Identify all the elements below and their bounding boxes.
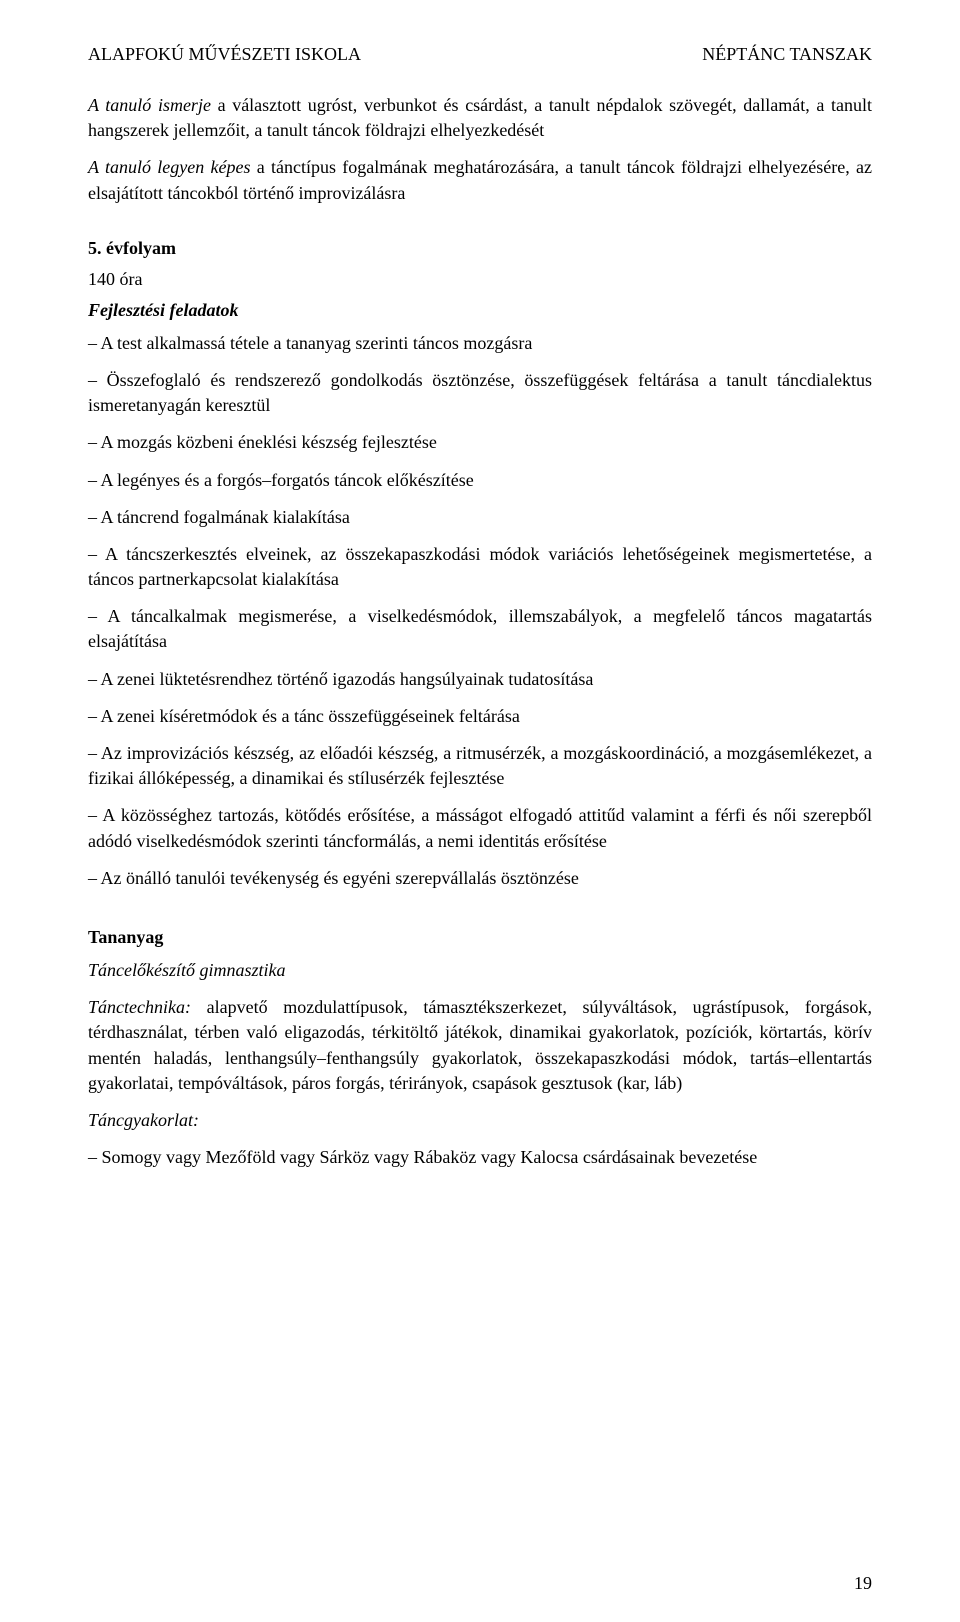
intro2-italic: A tanuló legyen képes — [88, 157, 250, 177]
dev-task-item: – A közösséghez tartozás, kötődés erősít… — [88, 803, 872, 853]
dev-task-item: – Az önálló tanulói tevékenység és egyén… — [88, 866, 872, 891]
dev-tasks-list: – A test alkalmassá tétele a tananyag sz… — [88, 331, 872, 891]
dev-task-item: – A táncalkalmak megismerése, a viselked… — [88, 604, 872, 654]
page-number: 19 — [854, 1573, 872, 1594]
tancelokeszito-head: Táncelőkészítő gimnasztika — [88, 958, 872, 983]
header-left: ALAPFOKÚ MŰVÉSZETI ISKOLA — [88, 44, 361, 65]
dev-task-item: – Az improvizációs készség, az előadói k… — [88, 741, 872, 791]
dev-task-item: – Összefoglaló és rendszerező gondolkodá… — [88, 368, 872, 418]
dev-task-item: – A legényes és a forgós–forgatós táncok… — [88, 468, 872, 493]
dev-task-item: – A zenei kíséretmódok és a tánc összefü… — [88, 704, 872, 729]
tananyag-head: Tananyag — [88, 927, 872, 948]
dev-task-item: – A mozgás közbeni éneklési készség fejl… — [88, 430, 872, 455]
intro1-italic: A tanuló ismerje — [88, 95, 211, 115]
tanctechnika-paragraph: Tánctechnika: alapvető mozdulattípusok, … — [88, 995, 872, 1096]
dev-task-item: – A táncrend fogalmának kialakítása — [88, 505, 872, 530]
tancgyakorlat-head: Táncgyakorlat: — [88, 1108, 872, 1133]
intro-paragraph-2: A tanuló legyen képes a tánctípus fogalm… — [88, 155, 872, 205]
dev-task-item: – A táncszerkesztés elveinek, az összeka… — [88, 542, 872, 592]
header-right: NÉPTÁNC TANSZAK — [702, 44, 872, 65]
tanctechnika-label: Tánctechnika: — [88, 997, 191, 1017]
hours-line: 140 óra — [88, 269, 872, 290]
intro-paragraph-1: A tanuló ismerje a választott ugróst, ve… — [88, 93, 872, 143]
page-header: ALAPFOKÚ MŰVÉSZETI ISKOLA NÉPTÁNC TANSZA… — [88, 44, 872, 65]
dev-tasks-head: Fejlesztési feladatok — [88, 300, 872, 321]
tanctechnika-body: alapvető mozdulattípusok, támasztékszerk… — [88, 997, 872, 1093]
document-page: ALAPFOKÚ MŰVÉSZETI ISKOLA NÉPTÁNC TANSZA… — [0, 0, 960, 1622]
tancgyakorlat-item: – Somogy vagy Mezőföld vagy Sárköz vagy … — [88, 1145, 872, 1170]
dev-task-item: – A test alkalmassá tétele a tananyag sz… — [88, 331, 872, 356]
grade-title: 5. évfolyam — [88, 238, 872, 259]
dev-task-item: – A zenei lüktetésrendhez történő igazod… — [88, 667, 872, 692]
